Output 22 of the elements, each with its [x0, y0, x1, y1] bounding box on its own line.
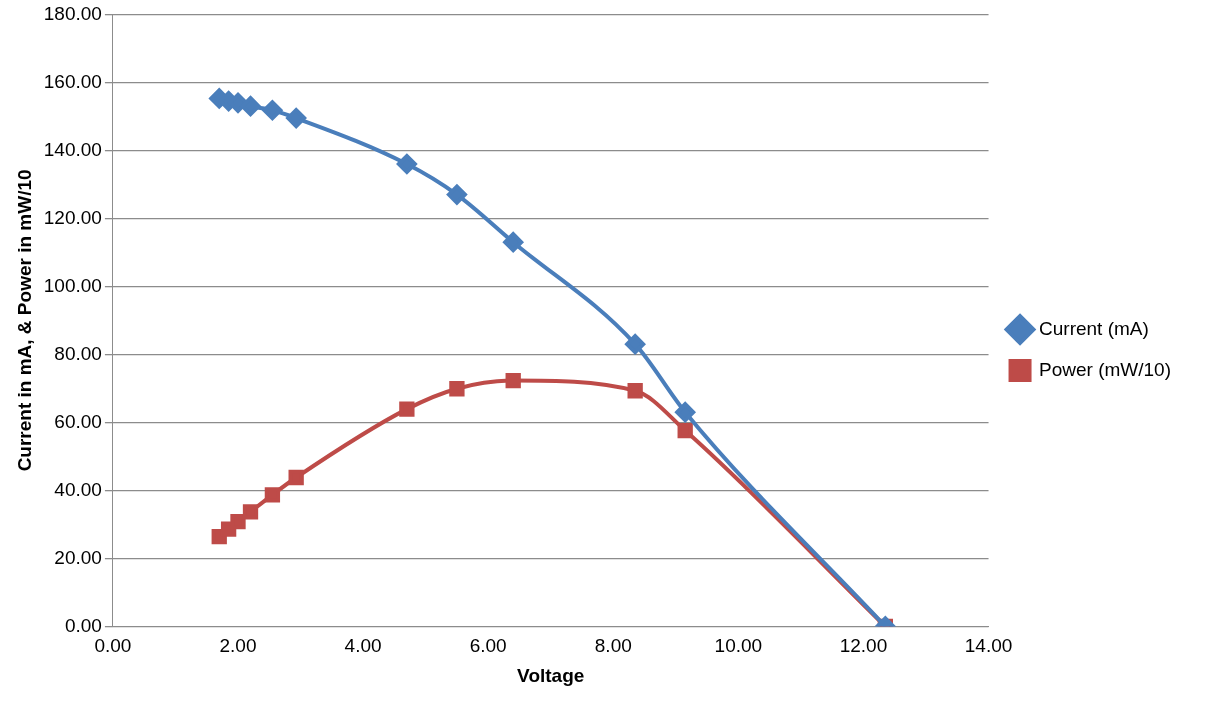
x-tick-label: 2.00	[219, 635, 257, 657]
x-tick-label: 10.00	[714, 635, 763, 657]
y-tick-label: 40.00	[54, 478, 102, 500]
y-tick-label: 120.00	[43, 206, 102, 228]
y-tick-label: 180.00	[43, 2, 102, 24]
x-axis-title: Voltage	[517, 664, 585, 686]
y-tick-label: 160.00	[43, 70, 102, 92]
legend-label: Power (mW/10)	[1039, 358, 1172, 380]
y-tick-label: 100.00	[43, 274, 102, 296]
x-tick-label: 14.00	[964, 635, 1013, 657]
y-tick-label: 0.00	[64, 614, 102, 636]
y-tick-label: 140.00	[43, 138, 102, 160]
y-tick-label: 60.00	[54, 410, 102, 432]
x-tick-label: 6.00	[469, 635, 507, 657]
y-axis-title: Current in mA, & Power in mW/10	[13, 169, 35, 472]
y-tick-label: 80.00	[54, 342, 102, 364]
x-tick-label: 4.00	[344, 635, 382, 657]
x-tick-label: 8.00	[594, 635, 632, 657]
x-tick-label: 12.00	[839, 635, 888, 657]
legend-label: Current (mA)	[1039, 317, 1149, 339]
y-tick-label: 20.00	[54, 546, 102, 568]
x-tick-label: 0.00	[94, 635, 132, 657]
